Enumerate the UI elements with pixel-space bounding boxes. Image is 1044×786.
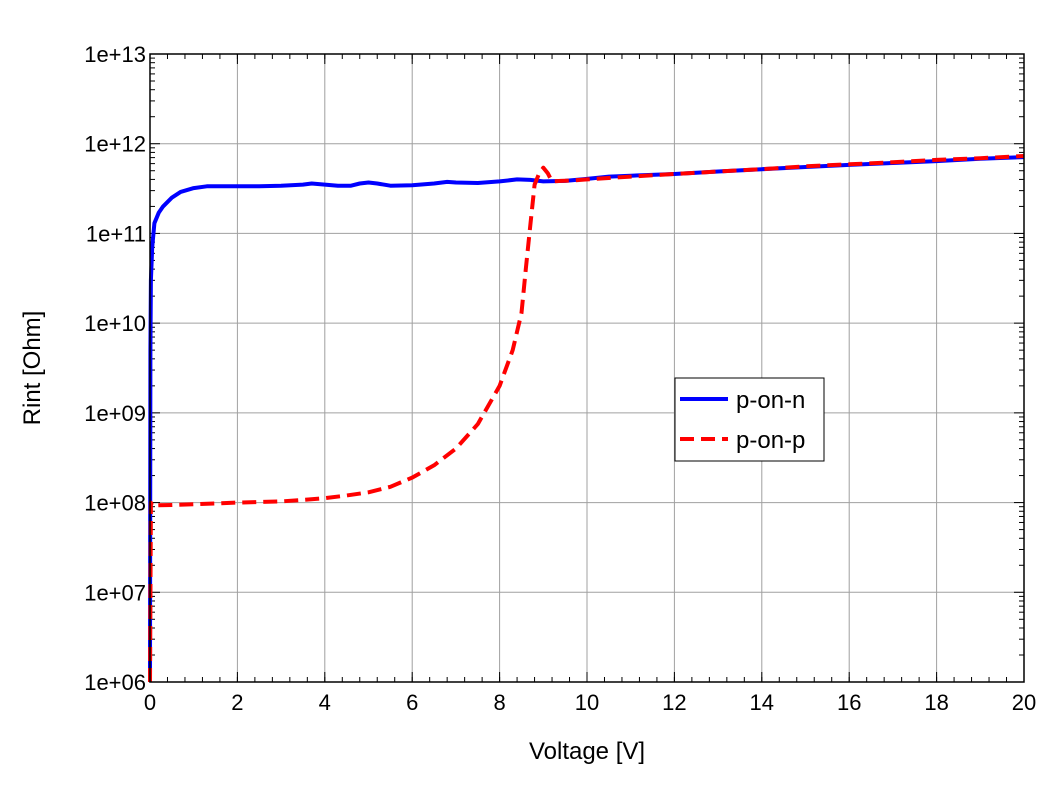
x-tick-label: 8 [493,690,505,715]
y-tick-label: 1e+10 [84,311,146,336]
y-tick-label: 1e+08 [84,491,146,516]
x-axis-title: Voltage [V] [529,738,645,765]
legend: p-on-n p-on-p [674,377,825,462]
y-axis-title: Rint [Ohm] [19,311,46,426]
x-tick-label: 0 [144,690,156,715]
y-tick-labels: 1e+06 1e+07 1e+08 1e+09 1e+10 1e+11 1e+12 1e+13 [84,42,146,695]
x-tick-label: 6 [406,690,418,715]
legend-label-p-on-n: p-on-n [736,387,805,414]
plot-frame [149,53,1025,683]
y-tick-label: 1e+06 [84,670,146,695]
x-tick-label: 10 [575,690,599,715]
x-tick-labels: 0 2 4 6 8 10 12 14 16 18 20 [144,690,1036,715]
x-tick-label: 20 [1012,690,1036,715]
y-tick-label: 1e+12 [84,132,146,157]
x-tick-label: 18 [924,690,948,715]
series-line-p-on-n [148,155,1025,683]
y-tick-label: 1e+09 [84,401,146,426]
y-tick-label: 1e+07 [84,580,146,605]
x-tick-label: 12 [662,690,686,715]
y-tick-label: 1e+13 [84,42,146,67]
y-tick-label: 1e+11 [86,221,146,246]
legend-label-p-on-p: p-on-p [736,427,805,454]
x-tick-label: 14 [750,690,774,715]
x-tick-label: 4 [319,690,331,715]
series-line-p-on-p [148,154,1025,683]
x-tick-label: 16 [837,690,861,715]
series-layer [148,154,1025,683]
x-tick-label: 2 [231,690,243,715]
legend-box [674,377,825,462]
